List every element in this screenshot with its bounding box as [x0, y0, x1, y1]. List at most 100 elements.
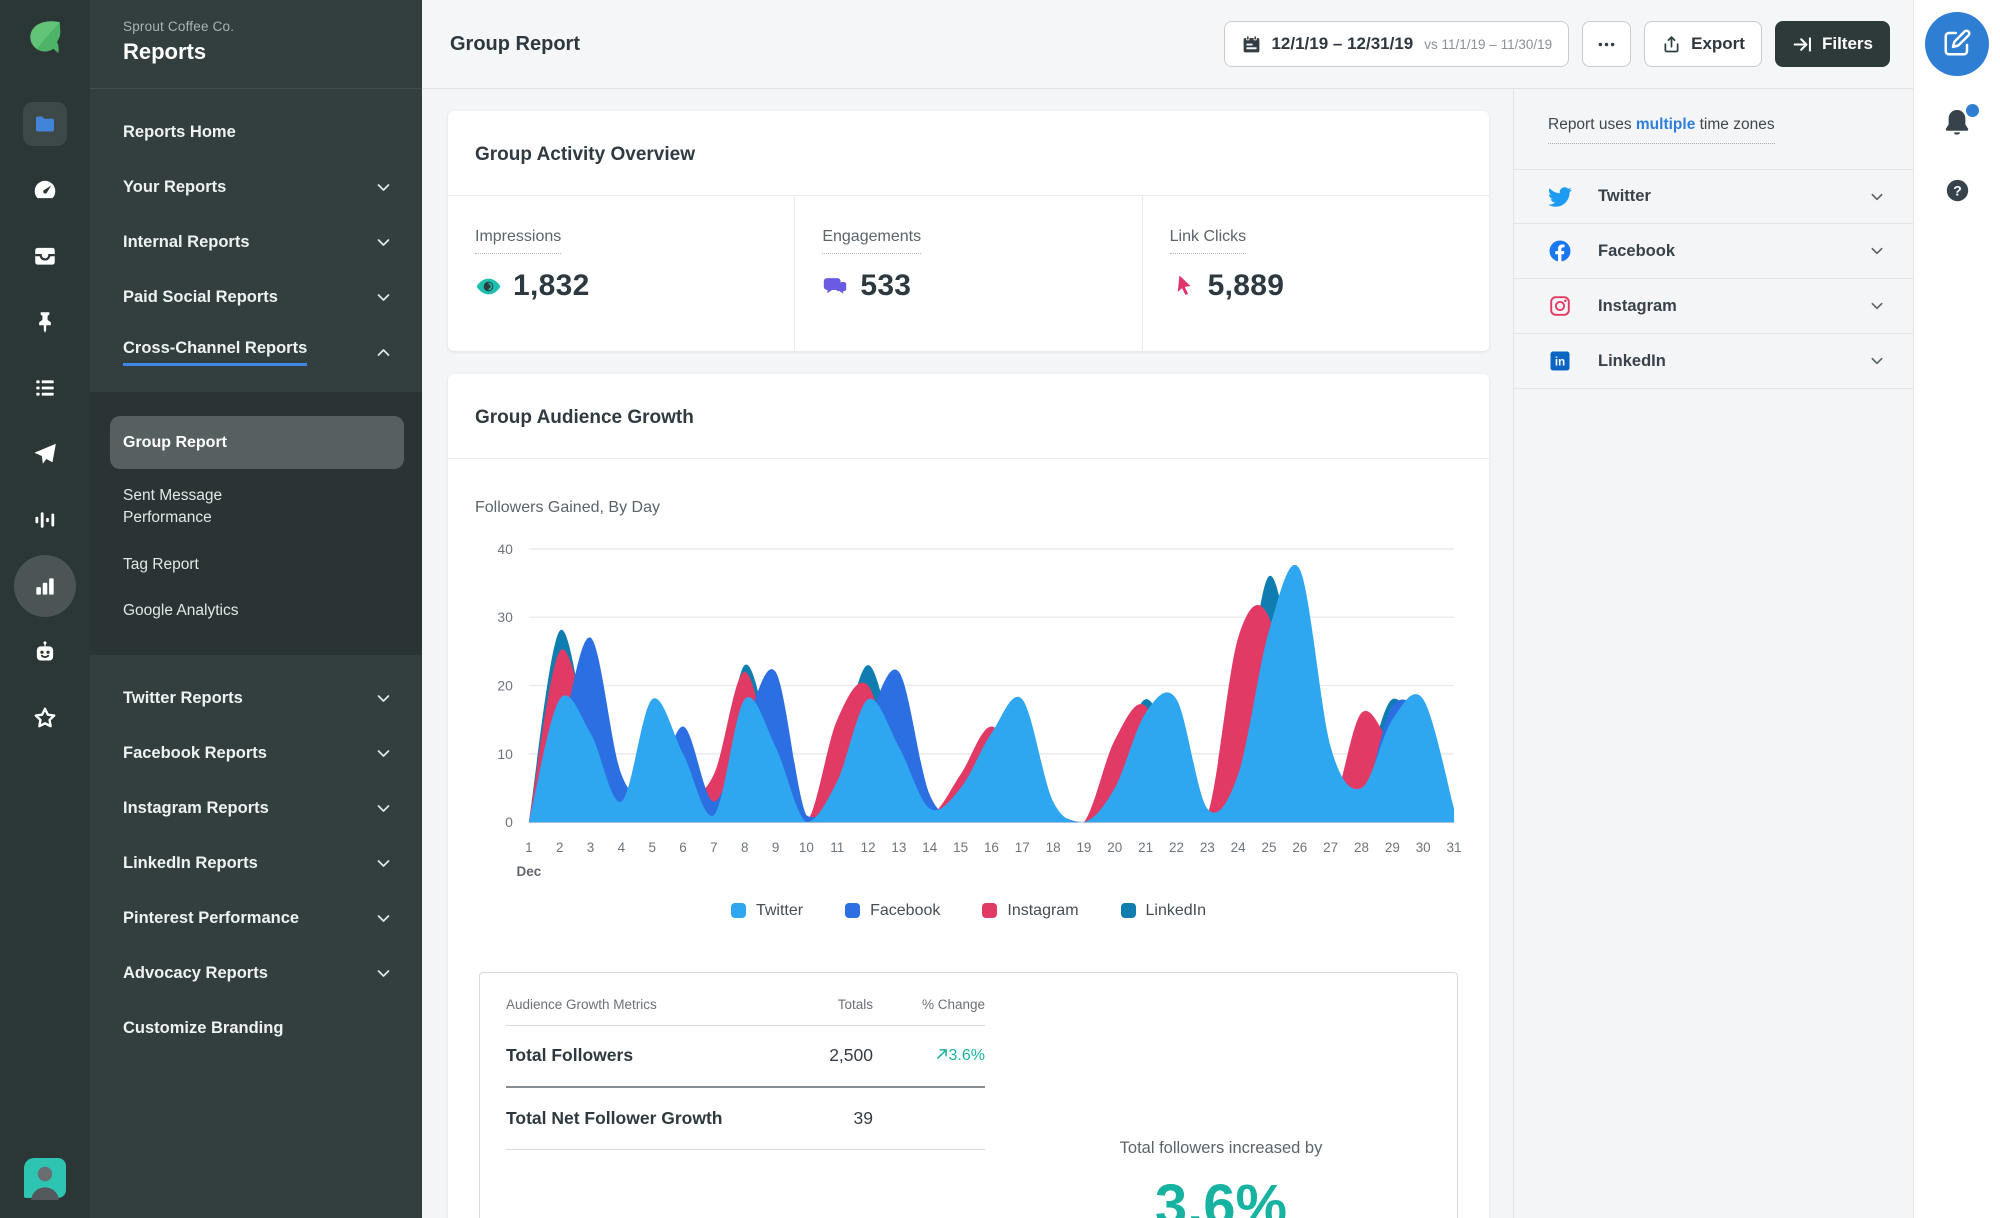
bar-chart-icon[interactable]: [14, 555, 76, 617]
gauge-icon[interactable]: [23, 168, 67, 212]
sprout-logo[interactable]: [23, 16, 67, 60]
sidebar-title: Reports: [123, 39, 207, 64]
sidebar-item-label: Cross-Channel Reports: [123, 339, 308, 366]
legend-item-twitter[interactable]: Twitter: [730, 902, 803, 920]
ellipsis-icon: [1596, 34, 1617, 55]
inbox-icon[interactable]: [23, 234, 67, 278]
svg-text:11: 11: [830, 840, 844, 855]
help-button[interactable]: ?: [1944, 177, 1971, 209]
legend-item-linkedin[interactable]: LinkedIn: [1120, 902, 1206, 920]
legend-item-facebook[interactable]: Facebook: [845, 902, 940, 920]
sidebar-item-cross-channel-reports[interactable]: Cross-Channel Reports: [90, 325, 422, 380]
sidebar-subitem-sent-message-performance[interactable]: Sent Message Performance: [123, 487, 223, 527]
sidebar-item-reports-home[interactable]: Reports Home: [90, 105, 422, 160]
svg-text:20: 20: [497, 678, 513, 694]
sidebar-item-linkedin-reports[interactable]: LinkedIn Reports: [90, 836, 422, 891]
sidebar-item-advocacy-reports[interactable]: Advocacy Reports: [90, 946, 422, 1001]
legend-swatch: [982, 903, 998, 919]
group-audience-growth-card: Group Audience Growth Followers Gained, …: [448, 374, 1489, 1218]
multiple-timezones-link[interactable]: multiple: [1635, 116, 1696, 133]
svg-text:5: 5: [648, 840, 655, 855]
bot-icon[interactable]: [23, 630, 67, 674]
main-column: Group Report 12/1/19 – 12/31/19 vs 11/1/…: [422, 0, 1913, 1218]
sidebar-item-label: Advocacy Reports: [123, 963, 268, 982]
sidebar-item-facebook-reports[interactable]: Facebook Reports: [90, 726, 422, 781]
chevron-down-icon: [375, 965, 392, 982]
waveform-icon[interactable]: [23, 498, 67, 542]
sidebar-item-customize-branding[interactable]: Customize Branding: [90, 1001, 422, 1056]
user-avatar[interactable]: [22, 1156, 68, 1202]
timezone-note-wrap: Report uses multiple time zones: [1548, 116, 1879, 144]
audience-growth-table: Audience Growth Metrics Totals % Change …: [480, 973, 985, 1218]
date-range-button[interactable]: 12/1/19 – 12/31/19 vs 11/1/19 – 11/30/19: [1224, 21, 1570, 67]
sidebar-item-pinterest-performance[interactable]: Pinterest Performance: [90, 891, 422, 946]
row-label: Total Net Follower Growth: [506, 1107, 723, 1128]
chevron-down-icon: [375, 690, 392, 707]
more-options-button[interactable]: [1582, 21, 1632, 67]
summary-value: 3.6%: [1154, 1172, 1288, 1218]
overview-metrics: Impressions 1,832 Engagements 533 Link Click…: [448, 196, 1489, 351]
compose-button[interactable]: [1925, 12, 1989, 76]
calendar-icon: [1241, 34, 1262, 55]
twitter-icon: [1548, 185, 1572, 209]
network-row-twitter[interactable]: Twitter: [1514, 169, 1913, 224]
sidebar-item-internal-reports[interactable]: Internal Reports: [90, 215, 422, 270]
chevron-up-icon: [375, 344, 392, 361]
chevron-down-icon: [1869, 243, 1885, 259]
network-row-facebook[interactable]: Facebook: [1514, 224, 1913, 279]
svg-text:19: 19: [1076, 840, 1091, 855]
row-total: 39: [853, 1107, 873, 1128]
network-filter-list: Twitter Facebook Instagram in LinkedIn: [1514, 169, 1913, 389]
sidebar-subitem-tag-report[interactable]: Tag Report: [123, 555, 199, 573]
chart-title: Followers Gained, By Day: [475, 499, 660, 516]
chevron-down-icon: [1869, 353, 1885, 369]
pin-icon[interactable]: [23, 300, 67, 344]
table-header-metrics: Audience Growth Metrics: [506, 996, 657, 1012]
svg-text:15: 15: [953, 840, 968, 855]
svg-text:27: 27: [1323, 840, 1338, 855]
metric-label[interactable]: Link Clicks: [1169, 228, 1247, 254]
sidebar-item-your-reports[interactable]: Your Reports: [90, 160, 422, 215]
eye-icon: [475, 273, 502, 300]
instagram-icon: [1548, 294, 1572, 318]
svg-text:30: 30: [1416, 840, 1431, 855]
sidebar-subitem-google-analytics[interactable]: Google Analytics: [123, 602, 239, 620]
chevron-down-icon: [375, 800, 392, 817]
chevron-down-icon: [375, 289, 392, 306]
row-label: Total Followers: [506, 1045, 634, 1066]
svg-text:29: 29: [1385, 840, 1400, 855]
folder-icon[interactable]: [23, 102, 67, 146]
metric-label[interactable]: Impressions: [475, 228, 562, 254]
table-header-totals: Totals: [837, 996, 873, 1012]
header-actions: 12/1/19 – 12/31/19 vs 11/1/19 – 11/30/19…: [1224, 21, 1890, 67]
network-row-linkedin[interactable]: in LinkedIn: [1514, 334, 1913, 389]
metric-label[interactable]: Engagements: [822, 228, 922, 254]
followers-increase-summary: Total followers increased by 3.6%: [985, 973, 1457, 1218]
svg-text:9: 9: [772, 840, 779, 855]
sidebar-subitem-group-report[interactable]: Group Report: [110, 416, 404, 469]
table-header-change: % Change: [921, 996, 985, 1012]
filters-button[interactable]: Filters: [1774, 21, 1890, 67]
legend-item-instagram[interactable]: Instagram: [982, 902, 1079, 920]
star-icon[interactable]: [23, 696, 67, 740]
paper-plane-icon[interactable]: [23, 432, 67, 476]
legend-swatch: [730, 903, 746, 919]
metric-value: 5,889: [1170, 269, 1489, 303]
legend-label: Facebook: [870, 901, 941, 919]
main-body: Group Activity Overview Impressions 1,832…: [422, 89, 1913, 1218]
row-change: 3.6%: [873, 1047, 985, 1065]
export-button[interactable]: Export: [1644, 21, 1762, 67]
sidebar-item-label: Internal Reports: [123, 233, 250, 251]
network-label: Instagram: [1598, 296, 1677, 315]
network-label: Twitter: [1598, 187, 1651, 205]
timezone-note[interactable]: Report uses multiple time zones: [1548, 116, 1775, 144]
metric-link-clicks: Link Clicks 5,889: [1141, 196, 1489, 351]
list-icon[interactable]: [23, 366, 67, 410]
sidebar-item-paid-social-reports[interactable]: Paid Social Reports: [90, 270, 422, 325]
sidebar-item-label: Paid Social Reports: [123, 288, 278, 306]
sidebar-item-instagram-reports[interactable]: Instagram Reports: [90, 781, 422, 836]
notifications-button[interactable]: [1940, 104, 1979, 145]
metric-value: 1,832: [475, 269, 794, 303]
network-row-instagram[interactable]: Instagram: [1514, 279, 1913, 334]
sidebar-item-twitter-reports[interactable]: Twitter Reports: [90, 671, 422, 726]
